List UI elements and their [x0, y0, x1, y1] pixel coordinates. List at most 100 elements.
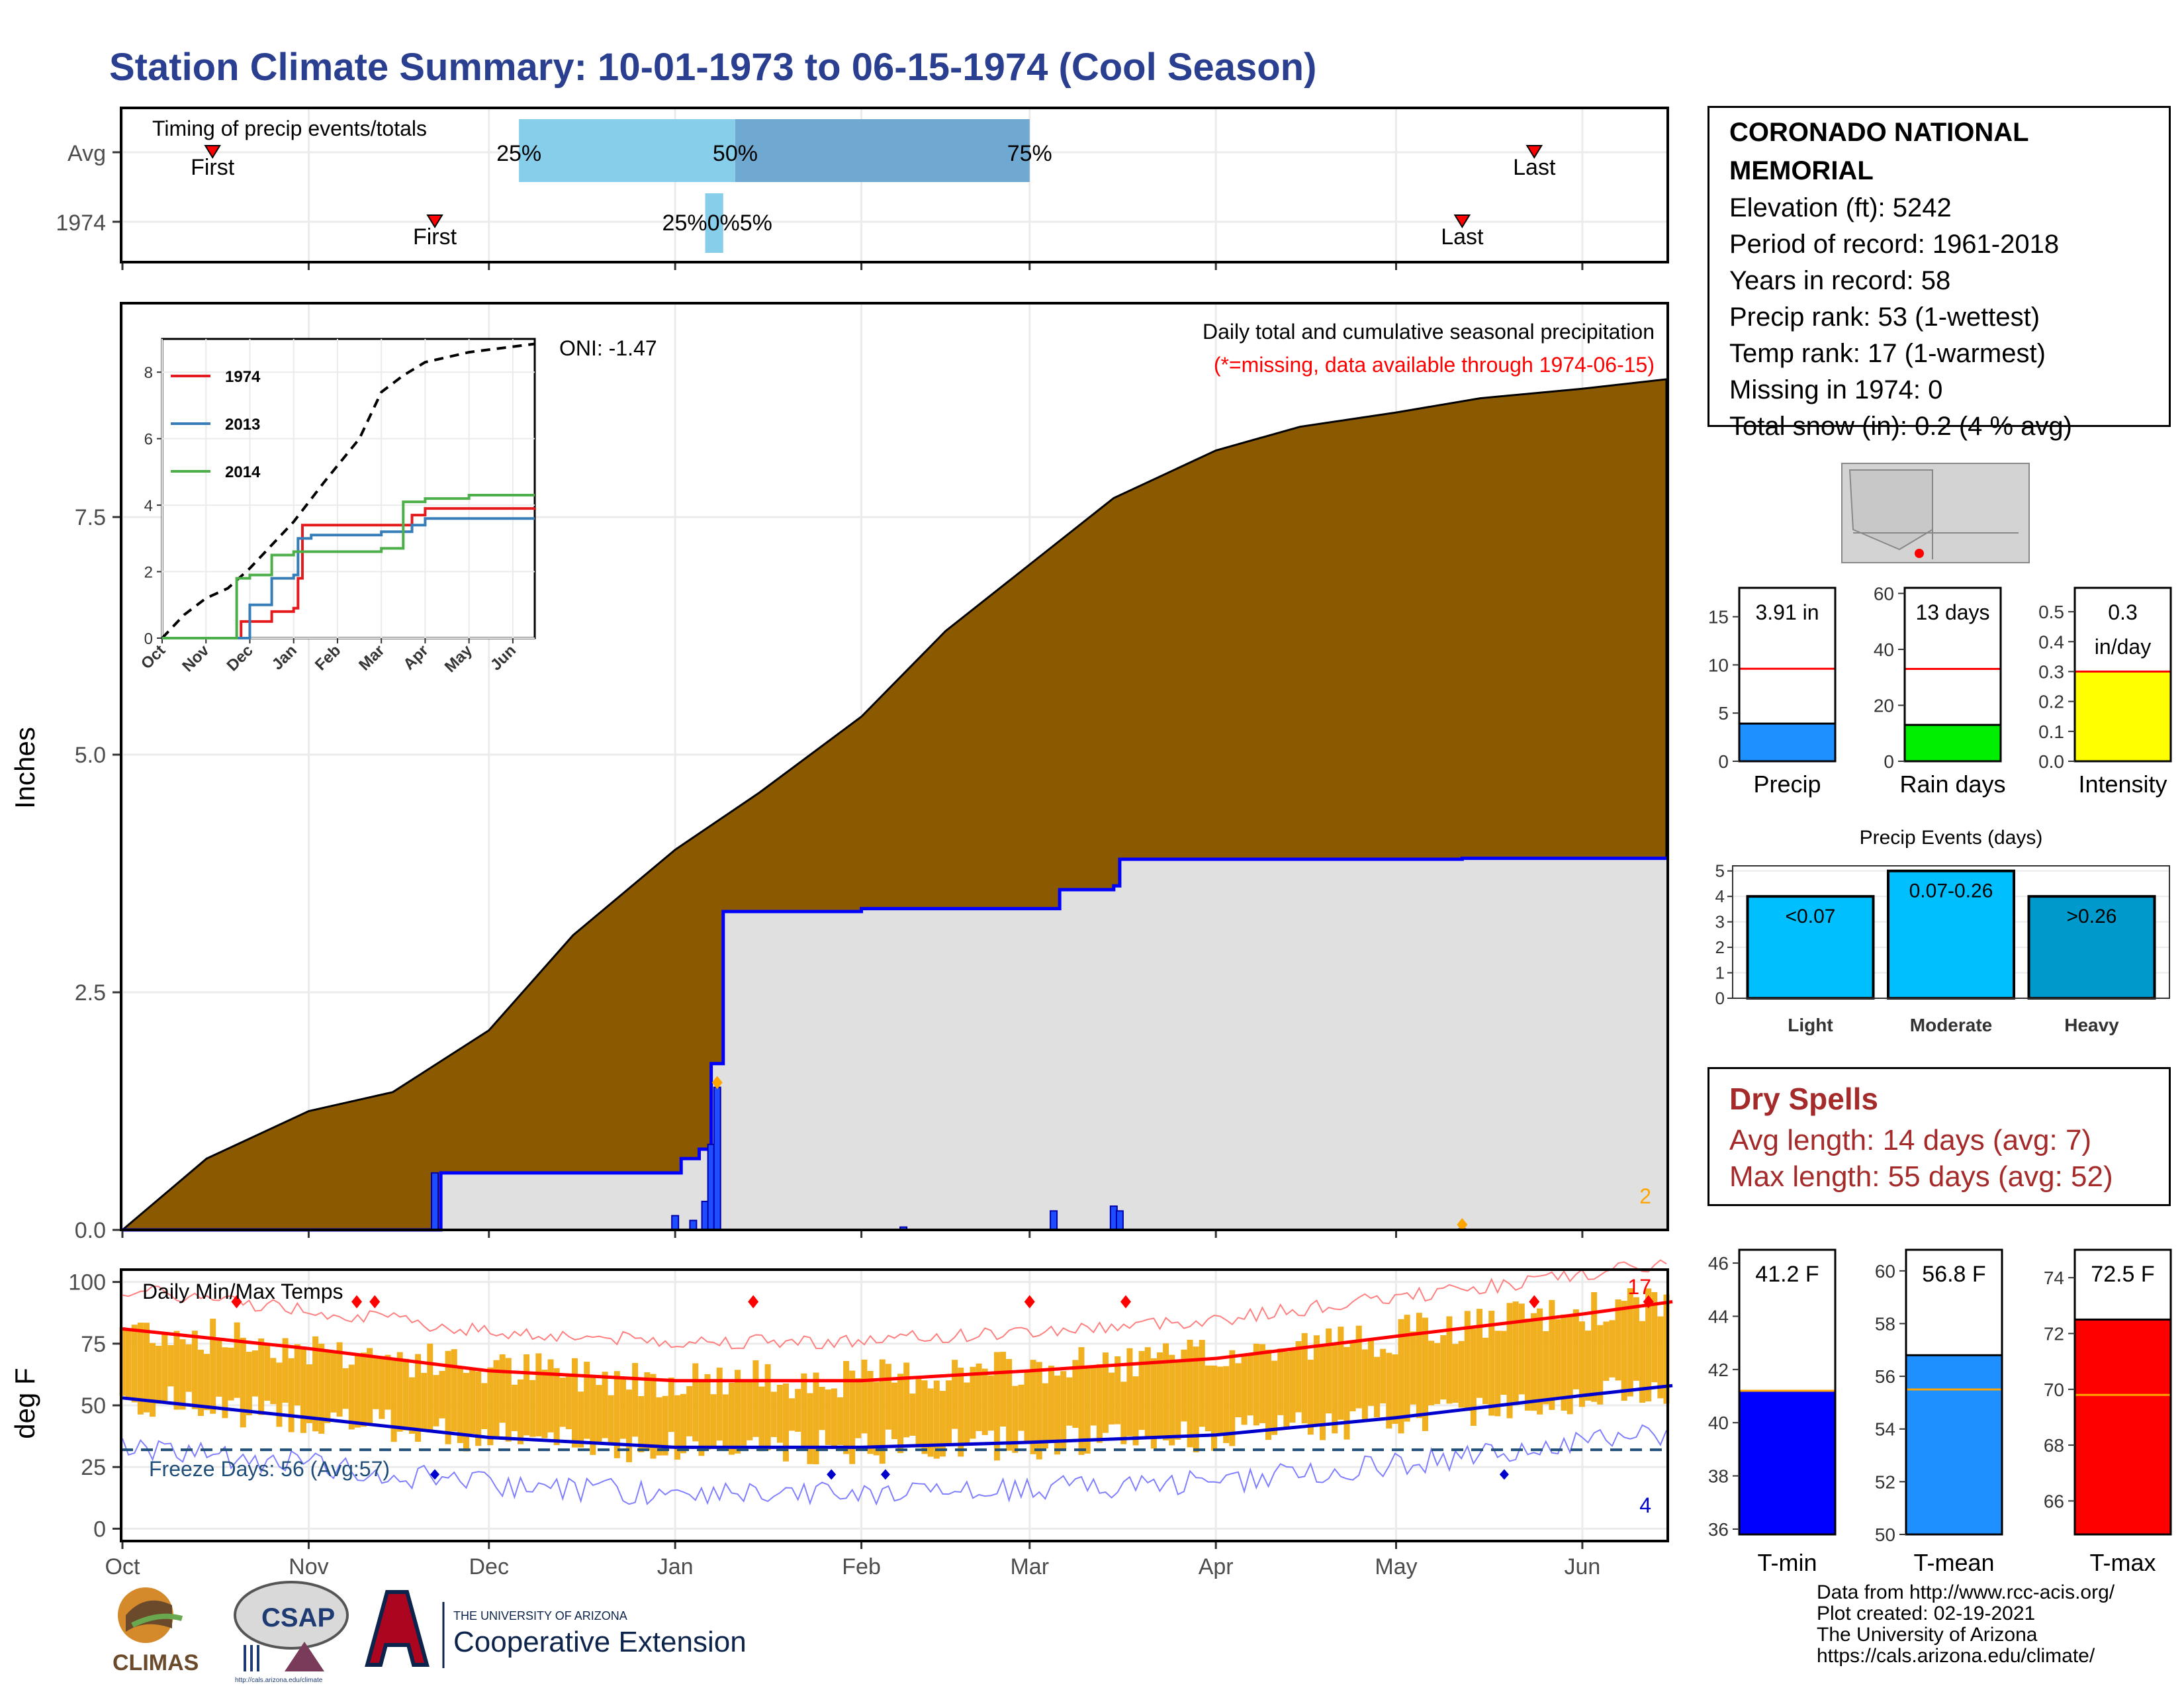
temp-ytick-label: 36: [1708, 1519, 1729, 1540]
daily-temp-bar: [481, 1383, 488, 1429]
daily-temp-bar: [964, 1382, 970, 1445]
daily-temp-bar: [1470, 1329, 1477, 1427]
daily-temp-bar: [704, 1374, 711, 1450]
station-elevation: Elevation (ft): 5242: [1729, 193, 1952, 222]
timing-first-marker: [204, 145, 221, 159]
temp-ytick-label: 44: [1708, 1306, 1729, 1327]
daily-temp-bar: [137, 1323, 144, 1415]
daily-temp-bar: [529, 1380, 536, 1437]
daily-temp-bar: [764, 1364, 771, 1450]
precip-panel-0: 0 5 10 15 3.91 in Precip: [1708, 586, 1837, 798]
daily-temp-bar: [1138, 1350, 1145, 1430]
daily-temp-bar: [511, 1384, 518, 1431]
precip-value-bar: [1903, 724, 2002, 763]
daily-temp-bar: [1090, 1368, 1097, 1426]
daily-temp-bar: [565, 1375, 572, 1430]
daily-temp-bar: [324, 1350, 331, 1423]
daily-temp-bar: [445, 1350, 451, 1444]
temp-category-label: T-mean: [1913, 1549, 1994, 1576]
daily-temp-bar: [264, 1344, 271, 1401]
daily-temp-bar: [981, 1368, 988, 1435]
daily-temp-bar: [1054, 1376, 1061, 1455]
daily-temp-bar: [1367, 1339, 1374, 1406]
precip-category-label: Precip: [1753, 771, 1821, 798]
cumulative-1974-line: [122, 857, 1666, 1232]
daily-temp-bar: [1398, 1319, 1404, 1434]
daily-temp-bar: [1012, 1385, 1019, 1453]
station-snow: Total snow (in): 0.2 (4 % avg): [1729, 412, 2072, 441]
precip-count-label: 2: [1639, 1184, 1651, 1208]
temp-ytick-label: 60: [1875, 1261, 1895, 1282]
daily-temp-bar: [958, 1368, 964, 1457]
daily-temp-bar: [885, 1364, 891, 1430]
precip-note: (*=missing, data available through 1974-…: [1214, 353, 1655, 377]
daily-temp-bar: [1639, 1321, 1646, 1403]
daily-temp-bar: [626, 1389, 633, 1462]
precip-value-bar: [2073, 670, 2172, 763]
daily-temp-bar: [1072, 1360, 1079, 1429]
precip-category-label: Intensity: [2078, 771, 2167, 798]
temp-border: [2073, 1248, 2172, 1536]
daily-temp-bar: [1144, 1347, 1151, 1438]
daily-temp-bar: [638, 1395, 645, 1452]
daily-temp-bar: [342, 1368, 349, 1409]
daily-temp-bar: [662, 1395, 668, 1456]
events-ytick-label: 3: [1715, 912, 1725, 932]
daily-temp-bar: [946, 1380, 952, 1444]
daily-temp-bar: [584, 1362, 590, 1439]
inset-ytick-label: 6: [144, 431, 153, 449]
daily-temp-bar: [240, 1337, 246, 1428]
daily-temp-bar: [125, 1329, 132, 1399]
daily-temp-bar: [897, 1374, 904, 1454]
last-event-marker: [1457, 1218, 1468, 1231]
daily-temp-bar: [1163, 1343, 1169, 1441]
daily-temp-bar: [855, 1378, 862, 1438]
daily-temp-bar: [1235, 1363, 1242, 1417]
temp-ytick-label: 74: [2044, 1268, 2064, 1288]
daily-temp-bar: [1338, 1327, 1344, 1420]
daily-temp-bar: [686, 1385, 693, 1436]
inset-ytick-label: 2: [144, 564, 153, 582]
daily-temp-bar: [1211, 1365, 1218, 1451]
logos-strip: CLIMAS CSAP http://cals.arizona.edu/clim…: [113, 1581, 747, 1684]
precip-value-bar: [1738, 722, 1837, 763]
daily-temp-bar: [1543, 1331, 1549, 1405]
daily-temp-bar: [402, 1358, 409, 1430]
daily-temp-bar: [1482, 1337, 1489, 1405]
record-low-marker: [827, 1469, 837, 1480]
precip-ytick-label: 0.2: [2038, 692, 2064, 712]
daily-temp-bar: [457, 1366, 463, 1443]
credit-created: Plot created: 02-19-2021: [1817, 1603, 2036, 1624]
daily-temp-bar: [873, 1382, 880, 1456]
daily-temp-bar: [1295, 1341, 1302, 1413]
daily-temp-bar: [179, 1339, 186, 1410]
daily-temp-bar: [1380, 1348, 1387, 1404]
daily-temp-bar: [541, 1370, 548, 1438]
daily-precip-bar: [1115, 1210, 1124, 1231]
daily-temp-bar: [348, 1364, 355, 1430]
record-low-line: [122, 1424, 1667, 1506]
daily-temp-bar: [1374, 1356, 1381, 1418]
daily-precip-bar: [431, 1172, 439, 1231]
avg-max-line: [122, 1299, 1673, 1383]
credit-url: https://cals.arizona.edu/climate/: [1817, 1645, 2095, 1667]
temp-value-label: 56.8 F: [1922, 1262, 1985, 1287]
daily-temp-bar: [1434, 1342, 1441, 1405]
credit-university: The University of Arizona: [1817, 1624, 2038, 1646]
daily-temp-bar: [1253, 1343, 1259, 1426]
inset-bg: [161, 338, 536, 639]
credit-source: Data from http://www.rcc-acis.org/: [1817, 1581, 2115, 1603]
daily-temp-bar: [559, 1378, 566, 1427]
precip-ytick-label: 0.5: [2038, 602, 2064, 622]
daily-temp-bar: [408, 1377, 415, 1434]
daily-temp-bar: [1506, 1303, 1513, 1419]
daily-temp-bar: [204, 1354, 210, 1411]
daily-temp-bar: [1500, 1331, 1507, 1395]
daily-temp-bar: [1392, 1354, 1398, 1424]
daily-temp-bar: [970, 1366, 976, 1439]
daily-temp-bar: [1585, 1331, 1592, 1401]
daily-temp-bar: [523, 1354, 530, 1436]
timing-first-label: First: [191, 155, 235, 180]
daily-temp-bar: [837, 1397, 843, 1446]
station-period: Period of record: 1961-2018: [1729, 230, 2060, 259]
